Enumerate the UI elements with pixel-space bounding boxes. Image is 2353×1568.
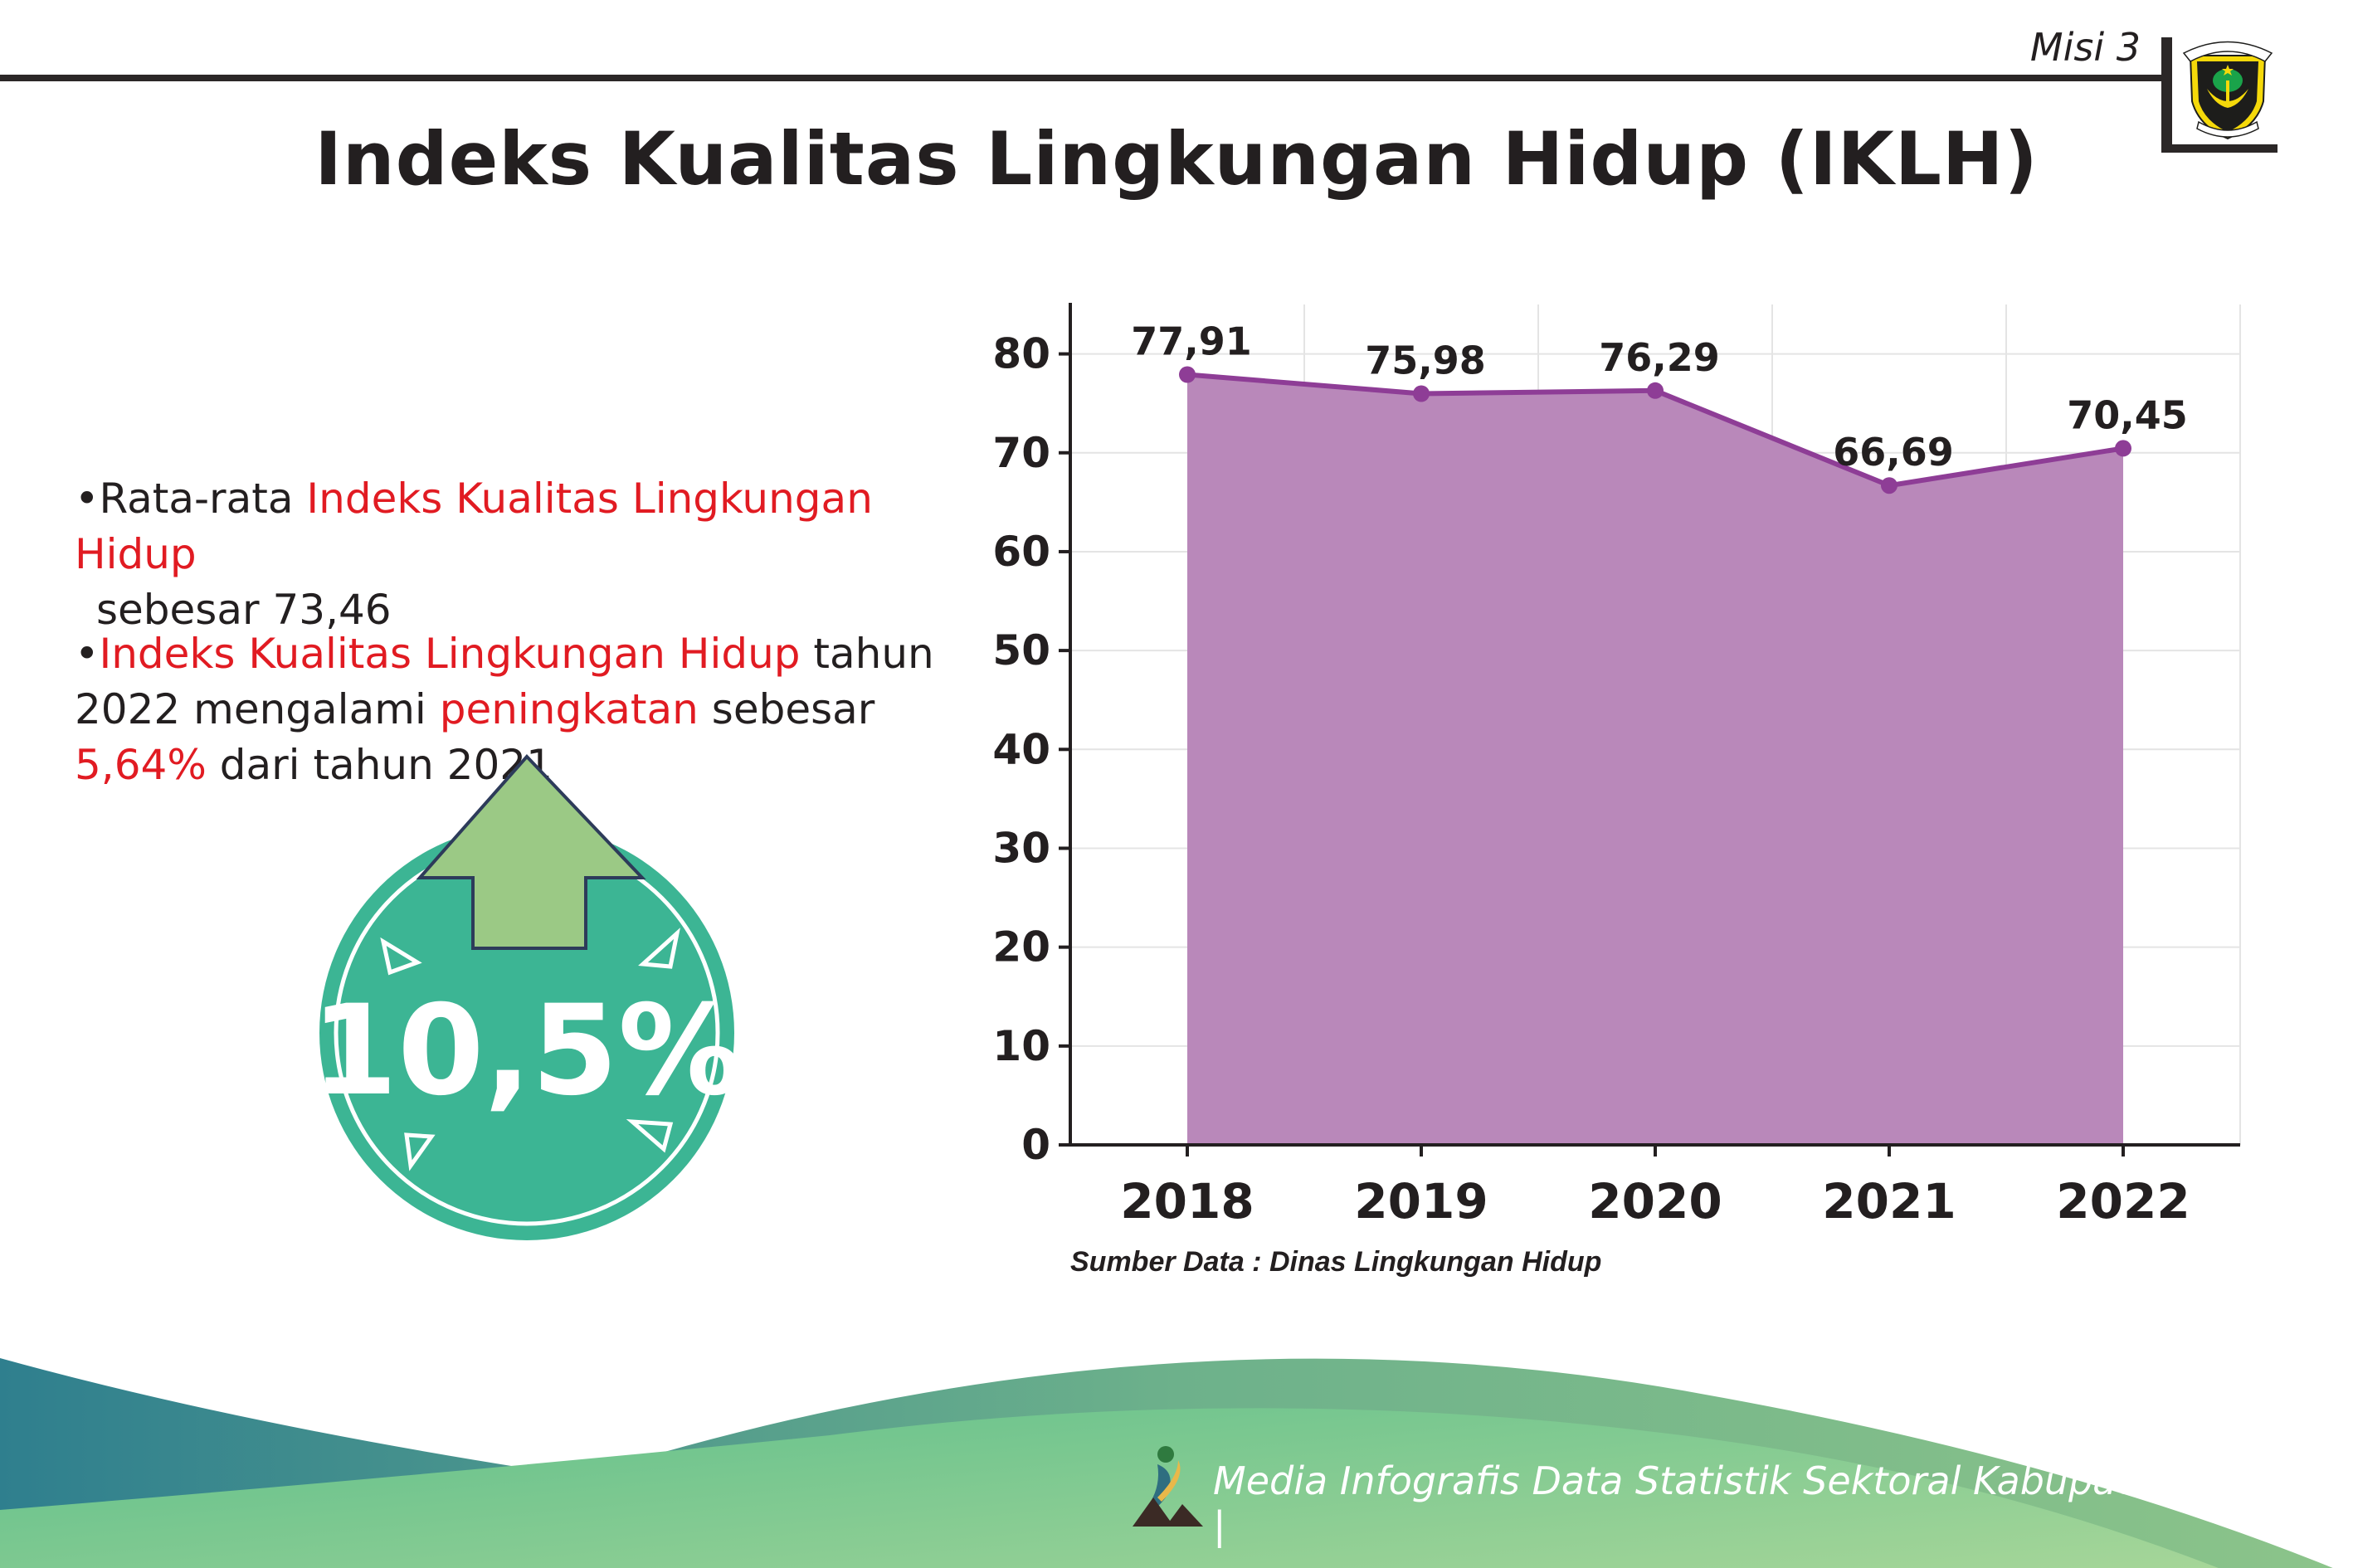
data-point <box>1881 477 1898 494</box>
header-rule <box>0 75 2165 81</box>
data-point <box>1647 382 1664 399</box>
bullet-text: sebesar <box>699 685 874 733</box>
page-title: Indeks Kualitas Lingkungan Hidup (IKLH) <box>0 116 2353 202</box>
increase-badge: 10,5% <box>315 751 747 1249</box>
y-tick-label: 70 <box>992 429 1050 477</box>
data-label: 66,69 <box>1833 430 1954 475</box>
y-tick-label: 20 <box>992 923 1050 971</box>
media-infografis-logo-icon <box>1128 1439 1215 1531</box>
y-tick-label: 10 <box>992 1022 1050 1070</box>
data-point <box>1179 366 1196 382</box>
bullet-highlight: Indeks Kualitas Lingkungan Hidup <box>100 630 801 678</box>
x-tick-label: 2018 <box>1120 1173 1254 1220</box>
bullet-average: •Rata-rata Indeks Kualitas Lingkungan Hi… <box>75 471 946 638</box>
data-point <box>1413 385 1430 402</box>
footer-tagline: Media Infografis Data Statistik Sektoral… <box>1213 1458 2353 1548</box>
x-tick-label: 2020 <box>1588 1173 1722 1220</box>
bullet-text: • <box>75 630 100 678</box>
data-label: 77,91 <box>1131 319 1252 363</box>
data-label: 76,29 <box>1599 335 1720 380</box>
x-tick-label: 2022 <box>2056 1173 2190 1220</box>
x-tick-label: 2019 <box>1354 1173 1488 1220</box>
area-fill <box>1187 374 2123 1145</box>
data-label: 70,45 <box>2067 392 2188 437</box>
iklh-area-chart: 0 10 20 30 40 50 60 70 80 2018 2019 2020 2021 2022 77… <box>954 282 2282 1220</box>
bullet-text: •Rata-rata <box>75 475 306 523</box>
y-tick-label: 80 <box>992 330 1050 378</box>
bullet-highlight: peningkatan <box>440 685 699 733</box>
y-tick-label: 50 <box>992 626 1050 674</box>
y-tick-label: 60 <box>992 528 1050 576</box>
y-tick-label: 40 <box>992 725 1050 773</box>
bullet-highlight: 5,64% <box>75 741 207 789</box>
mission-label: Misi 3 <box>2024 25 2141 70</box>
y-tick-label: 30 <box>992 824 1050 872</box>
data-label: 75,98 <box>1365 338 1486 382</box>
data-source: Sumber Data : Dinas Lingkungan Hidup <box>1070 1246 1601 1278</box>
badge-value: 10,5% <box>315 979 743 1123</box>
y-tick-label: 0 <box>1021 1121 1050 1169</box>
x-tick-label: 2021 <box>1822 1173 1956 1220</box>
data-point <box>2115 440 2131 456</box>
